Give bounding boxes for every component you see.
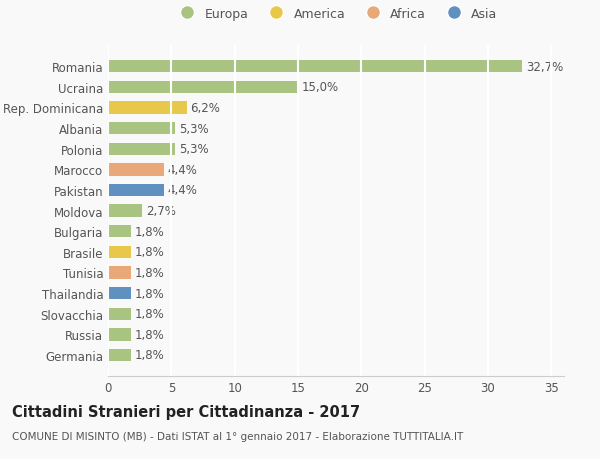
Bar <box>108 164 164 176</box>
Text: 1,8%: 1,8% <box>134 287 164 300</box>
Legend: Europa, America, Africa, Asia: Europa, America, Africa, Asia <box>170 3 502 26</box>
Text: 5,3%: 5,3% <box>179 123 209 135</box>
Bar <box>108 82 298 94</box>
Text: 1,8%: 1,8% <box>134 246 164 259</box>
Bar <box>108 287 131 300</box>
Bar <box>108 225 131 238</box>
Text: 1,8%: 1,8% <box>134 225 164 238</box>
Bar <box>108 61 522 73</box>
Text: 5,3%: 5,3% <box>179 143 209 156</box>
Bar <box>108 308 131 320</box>
Bar <box>108 267 131 279</box>
Text: Cittadini Stranieri per Cittadinanza - 2017: Cittadini Stranieri per Cittadinanza - 2… <box>12 404 360 419</box>
Bar <box>108 349 131 361</box>
Text: COMUNE DI MISINTO (MB) - Dati ISTAT al 1° gennaio 2017 - Elaborazione TUTTITALIA: COMUNE DI MISINTO (MB) - Dati ISTAT al 1… <box>12 431 463 442</box>
Bar <box>108 102 187 114</box>
Bar <box>108 329 131 341</box>
Bar <box>108 123 175 135</box>
Text: 32,7%: 32,7% <box>526 61 563 73</box>
Text: 1,8%: 1,8% <box>134 308 164 320</box>
Text: 1,8%: 1,8% <box>134 328 164 341</box>
Text: 4,4%: 4,4% <box>167 163 197 176</box>
Text: 2,7%: 2,7% <box>146 205 176 218</box>
Text: 15,0%: 15,0% <box>302 81 339 94</box>
Text: 1,8%: 1,8% <box>134 266 164 280</box>
Bar <box>108 185 164 197</box>
Bar <box>108 246 131 258</box>
Bar <box>108 205 142 217</box>
Bar <box>108 143 175 156</box>
Text: 6,2%: 6,2% <box>190 102 220 115</box>
Text: 1,8%: 1,8% <box>134 349 164 362</box>
Text: 4,4%: 4,4% <box>167 184 197 197</box>
